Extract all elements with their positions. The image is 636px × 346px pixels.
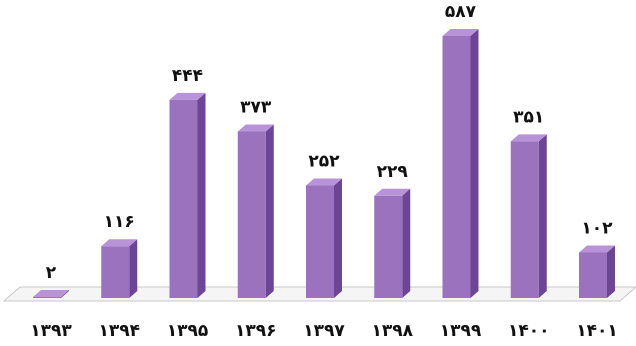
value-label: ۱۱۶ (104, 212, 135, 232)
bar (442, 29, 479, 298)
value-label: ۳۵۱ (513, 107, 544, 127)
value-label: ۲۵۲ (308, 152, 340, 172)
bar-front-face (374, 195, 403, 298)
bars-group (33, 29, 615, 299)
bar-front-face (169, 99, 198, 298)
category-label: ۱۳۹۳ (30, 321, 72, 341)
value-label: ۱۰۲ (581, 218, 613, 238)
bar-front-face (101, 246, 130, 298)
value-label: ۳۷۳ (240, 98, 272, 118)
bar-front-face (306, 185, 334, 298)
bar-top-face (169, 92, 206, 100)
bar-top-face (442, 29, 479, 36)
bar (306, 178, 342, 298)
value-label: ۴۴۴ (172, 66, 203, 86)
bar-side-face (265, 124, 274, 299)
bar-top-face (579, 245, 615, 253)
bar-side-face (607, 245, 615, 298)
bar-top-face (374, 188, 411, 196)
category-label: ۱۳۹۵ (167, 321, 209, 341)
bar-side-face (129, 239, 138, 298)
value-labels-group: ۲ ۱۱۶ ۴۴۴ ۳۷۳ ۲۵۲ ۲۲۹ ۵۸۷ ۳۵۱ ۱۰۲ (46, 2, 613, 283)
category-label: ۱۳۹۹ (440, 321, 482, 341)
bar-side-face (402, 188, 411, 298)
category-label: ۱۳۹۴ (98, 321, 140, 341)
bar-top-face (510, 134, 547, 142)
bar-front-face (510, 141, 539, 298)
bar-top-face (101, 239, 138, 247)
category-label: ۱۴۰۱ (576, 321, 618, 341)
category-label: ۱۴۰۰ (508, 321, 550, 341)
bar (510, 134, 547, 298)
value-label: ۲۲۹ (377, 162, 409, 182)
value-label: ۲ (46, 263, 57, 283)
bar (374, 188, 411, 298)
bar-front-face (442, 36, 471, 298)
bar-side-face (470, 29, 479, 298)
bar (101, 239, 138, 298)
bar-front-face (579, 252, 607, 298)
bar (237, 124, 274, 299)
bar-side-face (61, 290, 69, 298)
bar-side-face (197, 92, 206, 298)
bar-top-face (33, 290, 69, 297)
bar-top-face (237, 124, 274, 132)
category-label: ۱۳۹۸ (371, 321, 413, 341)
category-label: ۱۳۹۶ (235, 321, 277, 341)
bar (33, 290, 69, 298)
bar-side-face (538, 134, 547, 298)
bar (579, 245, 615, 298)
value-label: ۵۸۷ (445, 2, 477, 22)
bar-front-face (237, 131, 266, 298)
category-label: ۱۳۹۷ (303, 321, 345, 341)
category-labels-group: ۱۳۹۳ ۱۳۹۴ ۱۳۹۵ ۱۳۹۶ ۱۳۹۷ ۱۳۹۸ ۱۳۹۹ ۱۴۰۰ ۱۴۰۱ (30, 321, 618, 341)
bar-side-face (334, 178, 342, 298)
bar (169, 92, 206, 298)
bar-top-face (306, 178, 342, 186)
bar-front-face (33, 297, 61, 298)
